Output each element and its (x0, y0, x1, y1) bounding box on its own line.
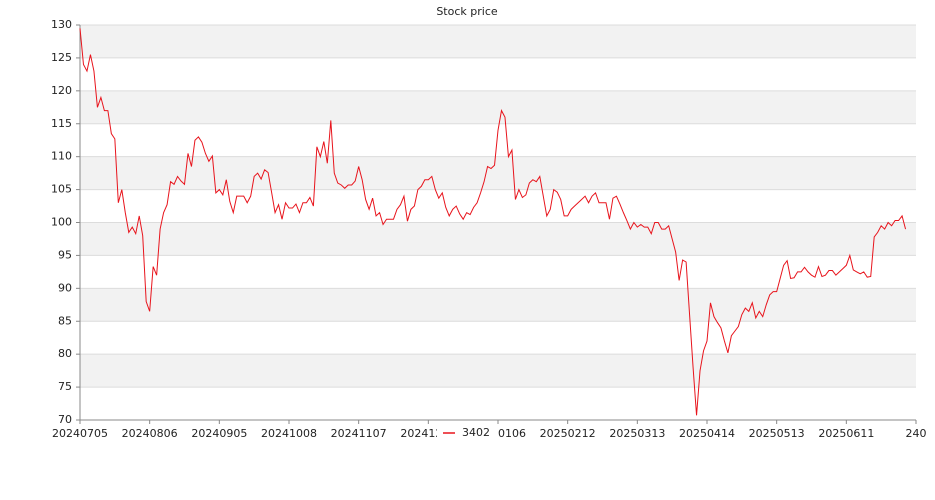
x-tick-label: 20250313 (609, 427, 665, 440)
y-tick-label: 125 (51, 51, 72, 64)
legend-label: 3402 (462, 426, 490, 439)
x-tick-label: 20241107 (331, 427, 387, 440)
x-tick-label: 240 (906, 427, 927, 440)
x-tick-label: 20240905 (191, 427, 247, 440)
chart-title: Stock price (436, 5, 498, 18)
y-tick-label: 115 (51, 117, 72, 130)
legend-box (437, 425, 497, 441)
stripe (80, 222, 916, 256)
y-tick-label: 75 (58, 380, 72, 393)
x-tick-label: 20240806 (122, 427, 178, 440)
line (79, 28, 907, 416)
y-tick-label: 95 (58, 248, 72, 261)
stripe (80, 90, 916, 124)
stripe (80, 354, 916, 388)
y-tick-label: 90 (58, 281, 72, 294)
y-tick-label: 130 (51, 18, 72, 31)
y-tick-label: 105 (51, 183, 72, 196)
x-tick-label: 20250611 (818, 427, 874, 440)
x-tick-label: 20250513 (749, 427, 805, 440)
y-tick-label: 70 (58, 413, 72, 426)
y-tick-label: 120 (51, 84, 72, 97)
x-tick-label: 20250414 (679, 427, 735, 440)
y-tick-label: 100 (51, 216, 72, 229)
x-tick-label: 20241008 (261, 427, 317, 440)
x-tick-label: 20240705 (52, 427, 108, 440)
stripe (80, 288, 916, 322)
x-tick-label: 20250212 (540, 427, 596, 440)
y-tick-label: 80 (58, 347, 72, 360)
stripe (80, 25, 916, 58)
y-tick-label: 85 (58, 314, 72, 327)
y-tick-label: 110 (51, 150, 72, 163)
stripe (80, 156, 916, 190)
